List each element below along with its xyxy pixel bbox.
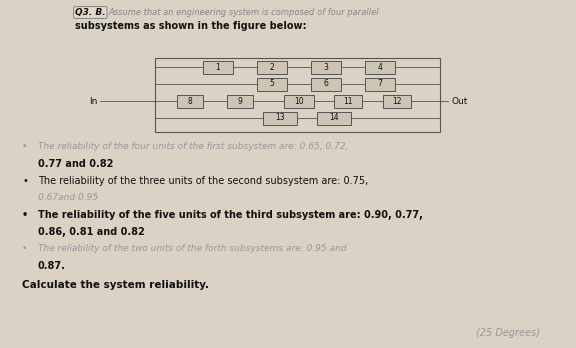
Text: Out: Out bbox=[451, 96, 467, 105]
Bar bbox=[365, 78, 395, 90]
Bar bbox=[257, 78, 287, 90]
Text: 9: 9 bbox=[237, 96, 242, 105]
Text: 14: 14 bbox=[329, 113, 339, 122]
Text: 2: 2 bbox=[270, 63, 274, 71]
Text: 0.77 and 0.82: 0.77 and 0.82 bbox=[38, 159, 113, 169]
Text: Q3. B.: Q3. B. bbox=[75, 8, 105, 17]
Bar bbox=[334, 95, 362, 108]
Text: •: • bbox=[22, 142, 27, 151]
Text: Assume that an engineering system is composed of four parallel: Assume that an engineering system is com… bbox=[108, 8, 378, 17]
Text: Calculate the system reliability.: Calculate the system reliability. bbox=[22, 280, 209, 290]
Text: 7: 7 bbox=[377, 79, 382, 88]
Bar bbox=[263, 111, 297, 125]
Text: The reliability of the five units of the third subsystem are: 0.90, 0.77,: The reliability of the five units of the… bbox=[38, 210, 423, 220]
Bar bbox=[284, 95, 314, 108]
Bar bbox=[311, 61, 341, 73]
Text: 0.86, 0.81 and 0.82: 0.86, 0.81 and 0.82 bbox=[38, 227, 145, 237]
Bar bbox=[311, 78, 341, 90]
Text: In: In bbox=[89, 96, 97, 105]
Bar bbox=[383, 95, 411, 108]
Bar bbox=[257, 61, 287, 73]
Bar bbox=[365, 61, 395, 73]
Text: 0.67and 0.95: 0.67and 0.95 bbox=[38, 193, 98, 202]
Text: 1: 1 bbox=[215, 63, 221, 71]
Text: 10: 10 bbox=[294, 96, 304, 105]
Text: subsystems as shown in the figure below:: subsystems as shown in the figure below: bbox=[75, 21, 306, 31]
Text: The reliability of the two units of the forth subsystems are: 0.95 and: The reliability of the two units of the … bbox=[38, 244, 347, 253]
Bar bbox=[227, 95, 253, 108]
Bar bbox=[155, 58, 440, 132]
Text: 4: 4 bbox=[377, 63, 382, 71]
Text: •: • bbox=[22, 210, 28, 220]
Text: 5: 5 bbox=[270, 79, 274, 88]
Text: •: • bbox=[22, 176, 28, 186]
Text: •: • bbox=[22, 244, 27, 253]
Text: The reliability of the four units of the first subsystem are: 0.65, 0.72,: The reliability of the four units of the… bbox=[38, 142, 348, 151]
Text: 12: 12 bbox=[392, 96, 401, 105]
Bar bbox=[177, 95, 203, 108]
Text: 11: 11 bbox=[343, 96, 353, 105]
Text: The reliability of the three units of the second subsystem are: 0.75,: The reliability of the three units of th… bbox=[38, 176, 368, 186]
Text: 6: 6 bbox=[324, 79, 328, 88]
Text: 0.87.: 0.87. bbox=[38, 261, 66, 271]
Bar bbox=[317, 111, 351, 125]
Text: 8: 8 bbox=[188, 96, 192, 105]
Bar bbox=[203, 61, 233, 73]
Text: (25 Degrees): (25 Degrees) bbox=[476, 328, 540, 338]
Text: 13: 13 bbox=[275, 113, 285, 122]
Text: 3: 3 bbox=[324, 63, 328, 71]
